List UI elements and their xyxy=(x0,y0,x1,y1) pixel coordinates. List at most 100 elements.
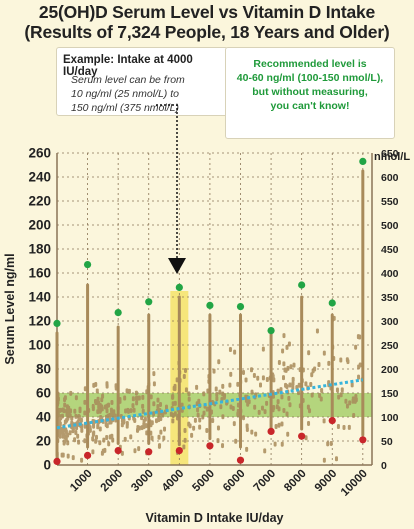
y-tick-label: 80 xyxy=(36,362,51,377)
callout-arrow-head xyxy=(168,258,186,274)
data-point xyxy=(215,396,219,402)
data-point xyxy=(127,388,131,394)
data-point xyxy=(250,429,254,435)
data-point xyxy=(276,399,280,405)
min-point xyxy=(267,427,275,435)
y-tick-label: 260 xyxy=(28,146,51,161)
recommend-line-2: 40-60 ng/ml (100-150 nmol/L), xyxy=(236,72,384,84)
data-point xyxy=(131,396,135,402)
data-point xyxy=(105,423,109,429)
data-point xyxy=(102,437,106,443)
data-point xyxy=(228,382,232,388)
data-point xyxy=(322,418,326,424)
data-point xyxy=(152,371,156,377)
data-point xyxy=(357,374,361,380)
data-point xyxy=(337,394,341,400)
data-point xyxy=(327,360,331,366)
data-point xyxy=(286,365,290,371)
data-point xyxy=(356,334,360,340)
y-tick-label: 140 xyxy=(28,290,51,305)
data-point xyxy=(183,437,187,443)
y-tick-label: 120 xyxy=(28,314,51,329)
min-point xyxy=(206,442,214,450)
data-point xyxy=(273,441,277,447)
data-point xyxy=(163,426,167,432)
data-point xyxy=(282,361,286,367)
data-point xyxy=(308,408,312,414)
data-point xyxy=(291,385,295,391)
data-point xyxy=(339,357,343,363)
data-point xyxy=(261,346,265,352)
data-point xyxy=(125,423,129,429)
x-tick-label: 7000 xyxy=(252,468,279,495)
data-point xyxy=(149,394,153,400)
data-point xyxy=(216,438,220,444)
data-point xyxy=(211,418,215,424)
data-point xyxy=(68,430,72,436)
data-point xyxy=(157,443,161,449)
data-point xyxy=(297,382,301,388)
x-tick-label: 8000 xyxy=(282,468,309,495)
data-point xyxy=(107,402,111,408)
data-point xyxy=(289,364,293,370)
data-point xyxy=(218,389,222,395)
data-point xyxy=(242,415,246,421)
data-point xyxy=(205,406,209,412)
data-point xyxy=(221,383,225,389)
data-point xyxy=(125,388,129,394)
data-point xyxy=(152,401,156,407)
data-point xyxy=(345,403,349,409)
data-point xyxy=(101,393,105,399)
data-point xyxy=(276,388,280,394)
data-point xyxy=(340,387,344,393)
data-point xyxy=(282,407,286,413)
data-point xyxy=(233,349,237,355)
data-point xyxy=(91,403,95,409)
data-point xyxy=(137,425,141,431)
data-point xyxy=(280,421,284,427)
data-point xyxy=(229,404,233,410)
data-point xyxy=(344,398,348,404)
y-tick-label-right: 600 xyxy=(381,172,399,184)
data-point xyxy=(280,394,284,400)
max-point xyxy=(145,298,153,306)
data-point xyxy=(259,382,263,388)
data-point xyxy=(152,381,156,387)
data-point xyxy=(112,409,116,415)
data-point xyxy=(94,434,98,440)
data-point xyxy=(97,404,101,410)
data-point xyxy=(212,368,216,374)
data-point xyxy=(304,381,308,387)
data-point xyxy=(61,433,65,439)
data-point xyxy=(271,393,275,399)
recommend-line-1: Recommended level is xyxy=(253,58,367,70)
data-point xyxy=(215,392,219,398)
data-point xyxy=(132,407,136,413)
data-point xyxy=(277,359,281,365)
recommend-line-4: you can't know! xyxy=(270,100,350,112)
data-point xyxy=(152,411,156,417)
data-point xyxy=(187,396,191,402)
example-heading: Example: Intake at 4000 IU/day xyxy=(63,54,193,78)
x-tick-label: 10000 xyxy=(339,468,370,499)
data-point xyxy=(131,403,135,409)
data-point xyxy=(310,392,314,398)
data-point xyxy=(173,386,177,392)
data-point xyxy=(287,341,291,347)
y-tick-label: 240 xyxy=(28,170,51,185)
data-point xyxy=(228,347,232,353)
data-point xyxy=(339,392,343,398)
y-tick-label: 20 xyxy=(36,434,51,449)
data-point xyxy=(285,384,289,390)
y-tick-label-right: 0 xyxy=(381,460,387,472)
min-point xyxy=(53,457,61,465)
min-point xyxy=(236,456,245,464)
data-point xyxy=(171,394,175,400)
data-point xyxy=(254,431,258,437)
data-point xyxy=(134,390,138,396)
example-line-3: 150 ng/ml (375 nmol/L) xyxy=(71,102,179,114)
data-point xyxy=(229,371,233,377)
data-point xyxy=(246,401,250,407)
data-point xyxy=(214,386,218,392)
